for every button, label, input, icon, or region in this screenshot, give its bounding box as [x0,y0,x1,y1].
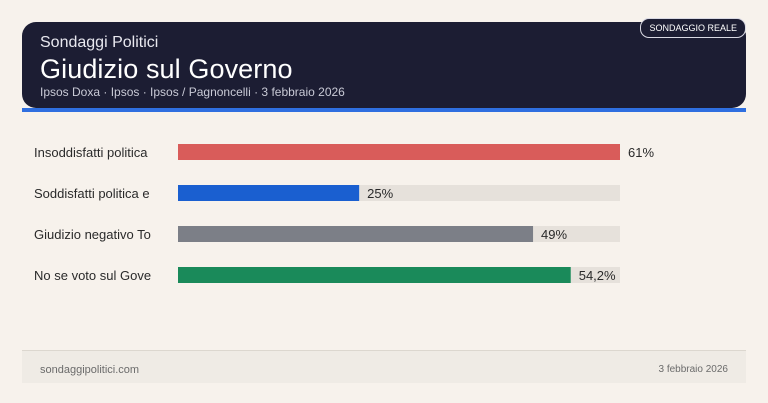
bar [178,267,571,283]
footer-site: sondaggipolitici.com [40,364,140,376]
bar [178,185,360,201]
category-label: Soddisfatti politica e [34,186,150,201]
bar [178,144,620,160]
footer: sondaggipolitici.com 3 febbraio 2026 [22,350,746,383]
bar [178,226,534,242]
value-label: 49% [541,227,567,242]
status-badge: SONDAGGIO REALE [640,18,746,38]
category-label: Giudizio negativo To [34,227,151,242]
value-label: 61% [628,145,654,160]
page-title: Giudizio sul Governo [40,54,293,84]
category-label: No se voto sul Gove [34,268,151,283]
value-label: 25% [367,186,393,201]
header-kicker: Sondaggi Politici [40,34,159,51]
category-label: Insoddisfatti politica [34,145,148,160]
header-accent-line [22,108,746,112]
header-subtitle: Ipsos Doxa · Ipsos · Ipsos / Pagnoncelli… [40,85,345,99]
footer-date: 3 febbraio 2026 [658,364,728,375]
header-panel: Sondaggi Politici Giudizio sul Governo I… [22,18,746,108]
value-label: 54,2% [579,268,616,283]
